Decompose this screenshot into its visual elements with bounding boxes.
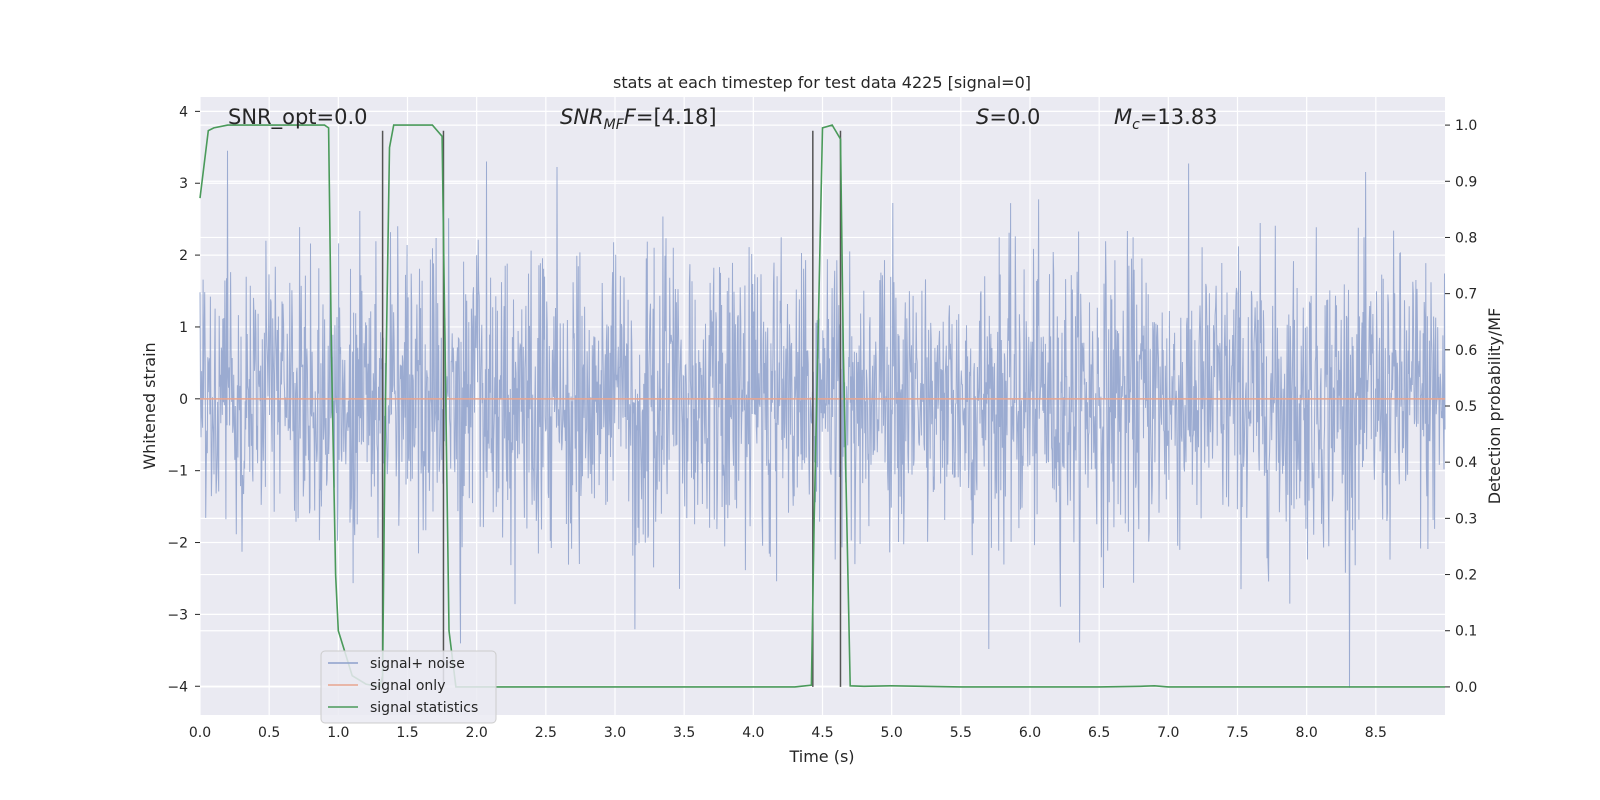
y2-tick-label: 0.3: [1455, 511, 1477, 527]
x-tick-label: 6.0: [1019, 725, 1041, 741]
y2-tick-label: 0.7: [1455, 287, 1477, 303]
legend-box: [320, 650, 497, 724]
legend: signal+ noise signal only signal statist…: [320, 650, 497, 724]
series-signal-noise: [199, 150, 1446, 688]
x-tick-label: 0.0: [189, 725, 211, 741]
annotation-snr-opt: SNR_opt=0.0: [228, 105, 368, 130]
annotation-s-main: S: [976, 105, 989, 129]
y-tick-label: 2: [179, 248, 188, 264]
y-tick-label: −4: [167, 679, 188, 695]
y-axis-label: Whitened strain: [140, 342, 159, 469]
y2-tick-label: 0.0: [1455, 680, 1477, 696]
y2-tick-label: 0.8: [1455, 230, 1477, 246]
x-tick-label: 6.5: [1088, 725, 1110, 741]
legend-label-signal-only: signal only: [370, 678, 445, 694]
annotation-mc-main: M: [1114, 105, 1132, 129]
annotation-mc-sub: c: [1132, 117, 1140, 133]
y-tick-label: 0: [179, 392, 188, 408]
annotation-s-value: =0.0: [989, 105, 1040, 129]
series-signal-statistics: [199, 124, 1445, 688]
annotation-mc-value: =13.83: [1140, 105, 1218, 129]
x-tick-label: 3.5: [673, 725, 695, 741]
y-tick-label: −3: [167, 607, 188, 623]
x-tick-label: 8.0: [1296, 725, 1318, 741]
annotation-snr-mf-value: =[4.18]: [636, 105, 717, 129]
y2-tick-label: 0.6: [1455, 343, 1477, 359]
x-tick-label: 3.0: [604, 725, 626, 741]
y2-ticks: 1.0 0.9 0.8 0.7 0.6 0.5 0.4 0.3 0.2 0.1 0.0: [1445, 118, 1477, 696]
annotation-snr-mf-f: F: [624, 105, 637, 129]
y2-tick-label: 0.2: [1455, 568, 1477, 584]
y-tick-label: 4: [179, 104, 188, 120]
x-tick-label: 4.0: [742, 725, 764, 741]
x-tick-label: 4.5: [811, 725, 833, 741]
y2-axis-label: Detection probability/MF: [1485, 308, 1504, 505]
y2-tick-label: 0.1: [1455, 624, 1477, 640]
x-tick-label: 5.0: [881, 725, 903, 741]
stats-line: [199, 124, 1445, 688]
y2-tick-label: 0.4: [1455, 455, 1477, 471]
x-tick-label: 1.5: [396, 725, 418, 741]
x-tick-label: 7.5: [1226, 725, 1248, 741]
annotation-snr-mf-main: SNR: [560, 105, 604, 129]
y-tick-label: −2: [167, 536, 188, 552]
annotation-mc: Mc=13.83: [1114, 105, 1218, 133]
y2-tick-label: 1.0: [1455, 118, 1477, 134]
y-tick-label: 1: [179, 320, 188, 336]
legend-label-noise: signal+ noise: [370, 656, 465, 672]
x-tick-label: 5.5: [950, 725, 972, 741]
legend-label-stats: signal statistics: [370, 700, 478, 716]
y-tick-label: −1: [167, 464, 188, 480]
x-tick-label: 0.5: [258, 725, 280, 741]
noise-line: [199, 150, 1446, 688]
y2-tick-label: 0.9: [1455, 174, 1477, 190]
annotation-s: S=0.0: [976, 105, 1040, 129]
y-ticks: 4 3 2 1 0 −1 −2 −3 −4: [167, 104, 200, 695]
chart-title: stats at each timestep for test data 422…: [613, 73, 1031, 92]
x-tick-label: 8.5: [1365, 725, 1387, 741]
y-tick-label: 3: [179, 176, 188, 192]
x-tick-label: 1.0: [327, 725, 349, 741]
y2-tick-label: 0.5: [1455, 399, 1477, 415]
x-tick-label: 2.0: [466, 725, 488, 741]
x-axis-label: Time (s): [788, 747, 854, 766]
annotation-snr-mf-sub: MF: [604, 117, 625, 133]
x-ticks: 0.0 0.5 1.0 1.5 2.0 2.5 3.0 3.5 4.0 4.5 5.0 5.5 6.0 6…: [189, 725, 1387, 741]
annotation-snr-mf: SNRMFF=[4.18]: [560, 105, 717, 133]
x-tick-label: 2.5: [535, 725, 557, 741]
x-tick-label: 7.0: [1157, 725, 1179, 741]
